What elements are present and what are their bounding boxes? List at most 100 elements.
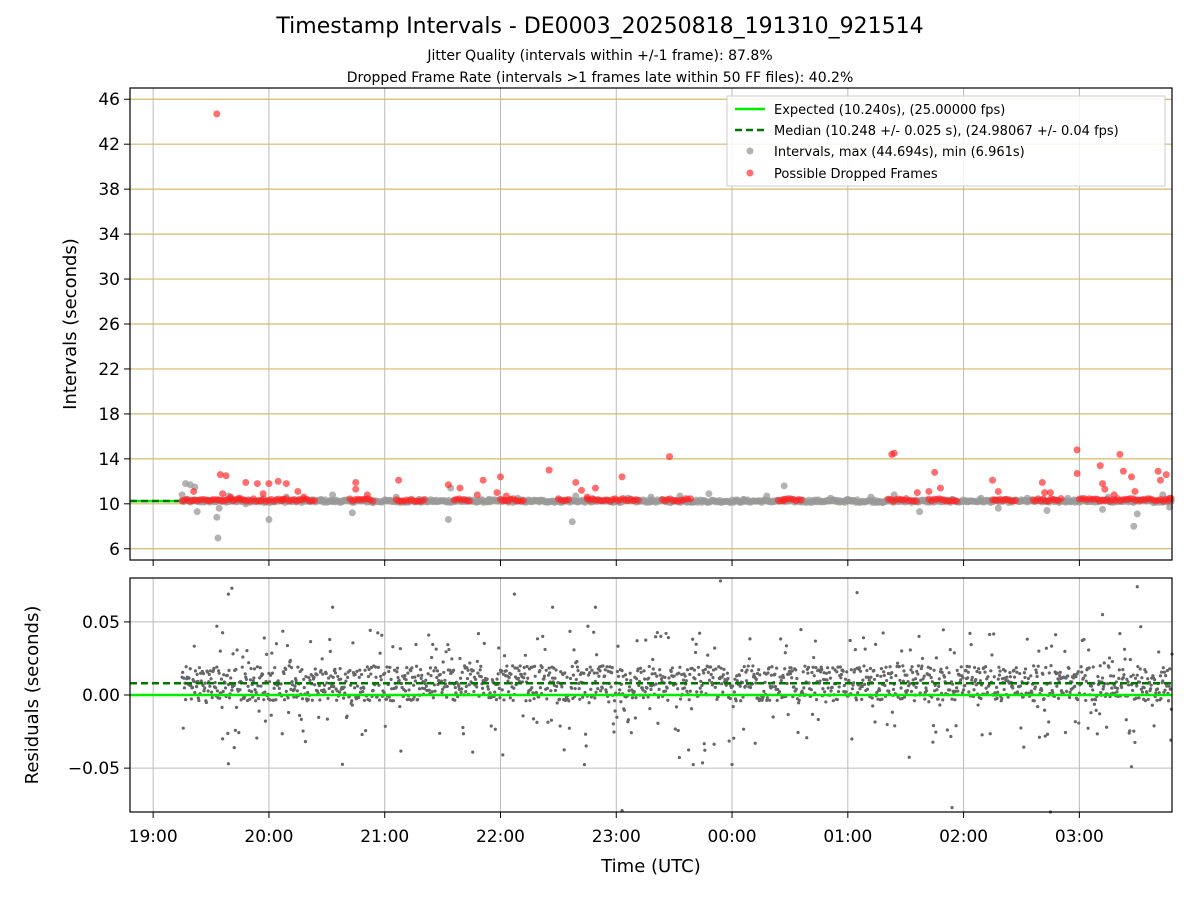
residual-point <box>231 652 235 656</box>
residual-point <box>1022 745 1026 749</box>
residual-point <box>1049 644 1054 648</box>
residual-point <box>1096 674 1100 679</box>
residual-point <box>924 689 929 693</box>
residual-point <box>977 667 981 671</box>
residual-point <box>691 762 695 767</box>
residual-point <box>187 676 191 680</box>
residual-point <box>933 683 937 688</box>
residuals-ytick-label: −0.05 <box>68 759 120 779</box>
residual-point <box>328 649 332 654</box>
dropped-point <box>265 480 273 488</box>
residual-point <box>494 697 499 702</box>
residual-point <box>721 690 725 694</box>
residual-point <box>522 665 526 670</box>
dropped-point <box>216 471 224 479</box>
residual-point <box>1087 666 1091 670</box>
interval-point <box>444 516 452 524</box>
residual-point <box>567 726 571 730</box>
residual-point <box>1155 698 1159 702</box>
residual-point <box>945 666 949 670</box>
residual-point <box>1168 667 1172 671</box>
residual-point <box>497 686 501 691</box>
residual-point <box>1115 690 1119 694</box>
residual-point <box>1158 674 1163 678</box>
residual-point <box>916 664 921 668</box>
residual-point <box>688 689 692 693</box>
residual-point <box>673 727 677 731</box>
residual-point <box>953 698 957 702</box>
residual-point <box>252 667 257 671</box>
residual-point <box>666 636 670 640</box>
residual-point <box>1107 656 1112 660</box>
residual-point <box>866 675 870 679</box>
residual-point <box>1041 672 1045 676</box>
residual-point <box>221 737 225 741</box>
x-tick-label: 20:00 <box>244 827 293 847</box>
residual-point <box>282 671 286 676</box>
residual-point <box>678 665 682 669</box>
dropped-point <box>618 473 626 481</box>
residual-point <box>940 670 944 675</box>
residual-point <box>1131 688 1135 693</box>
residual-point <box>1157 691 1161 695</box>
residual-point <box>1008 671 1012 675</box>
residual-point <box>732 690 736 694</box>
legend-entry-dropped: Possible Dropped Frames <box>774 167 938 182</box>
residual-point <box>863 682 867 686</box>
residual-point <box>1077 721 1081 725</box>
residual-point <box>486 687 490 691</box>
residual-point <box>835 697 840 702</box>
residual-point <box>460 687 464 691</box>
residual-point <box>984 686 988 690</box>
residual-point <box>528 698 532 703</box>
residual-point <box>1044 665 1048 670</box>
residual-point <box>496 672 500 676</box>
residual-point <box>697 672 701 677</box>
residual-point <box>852 670 856 674</box>
residual-point <box>262 698 266 702</box>
x-tick-label: 21:00 <box>360 827 409 847</box>
residual-point <box>355 684 360 688</box>
residual-point <box>258 666 262 670</box>
dropped-point <box>545 466 553 474</box>
interval-point <box>193 508 201 516</box>
residual-point <box>931 740 935 744</box>
residual-point <box>1140 690 1145 694</box>
residual-point <box>226 592 231 596</box>
residual-point <box>1148 687 1153 691</box>
residual-point <box>824 700 828 704</box>
residual-point <box>353 672 357 677</box>
residual-point <box>315 673 319 677</box>
residual-point <box>221 689 225 693</box>
residual-point <box>860 684 864 689</box>
residual-point <box>254 690 258 695</box>
residual-point <box>684 679 688 683</box>
residual-point <box>582 763 587 767</box>
dropped-point <box>797 496 805 504</box>
residual-point <box>371 688 375 693</box>
residual-point <box>1134 696 1138 700</box>
residual-point <box>1042 697 1046 701</box>
residual-point <box>405 666 409 670</box>
residual-point <box>584 744 588 748</box>
residual-point <box>232 746 236 750</box>
residual-point <box>535 637 540 641</box>
residual-point <box>1022 671 1026 675</box>
residual-point <box>431 696 435 700</box>
residual-point <box>949 734 953 739</box>
residual-point <box>479 675 483 679</box>
residual-point <box>454 691 458 695</box>
residual-point <box>310 698 314 702</box>
residual-point <box>345 714 349 718</box>
dropped-point <box>687 495 695 503</box>
residual-point <box>959 665 963 669</box>
residual-point <box>282 698 287 702</box>
residual-point <box>358 668 362 672</box>
residual-point <box>847 678 851 683</box>
residual-point <box>838 665 842 669</box>
residual-point <box>596 687 600 691</box>
residual-point <box>954 724 958 728</box>
residual-point <box>853 668 857 672</box>
residual-point <box>554 668 558 672</box>
residual-point <box>1063 649 1067 653</box>
